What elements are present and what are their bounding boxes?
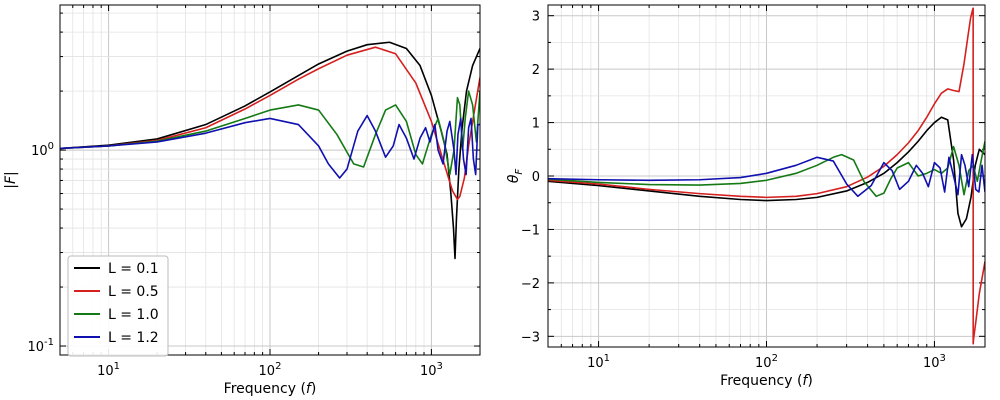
legend-entry: L = 1.2 [108, 330, 159, 346]
x-tick-label: 103 [923, 353, 946, 371]
x-tick-label: 101 [97, 361, 120, 379]
y-tick-label: 2 [532, 63, 540, 78]
y-tick-label: −2 [521, 277, 540, 292]
y-tick-label: 100 [31, 141, 54, 159]
plot-frame [59, 4, 481, 356]
x-axis-label: Frequency (f) [720, 373, 813, 389]
legend-entry: L = 0.1 [108, 261, 159, 277]
y-axis-label: |F| [3, 171, 19, 189]
x-tick-label: 101 [587, 353, 610, 371]
x-tick-label: 103 [420, 361, 443, 379]
series-line-2 [60, 46, 480, 201]
phase-plot: 101 102 103 −3 −2 −1 0 1 2 3 Frequency (f) θF [506, 4, 986, 389]
y-axis-label: θF [506, 169, 525, 184]
y-tick-label: −3 [521, 330, 540, 345]
x-tick-label: 102 [259, 361, 282, 379]
series-line-1 [548, 116, 985, 228]
x-tick-label: 102 [755, 353, 778, 371]
y-tick-label: 0 [532, 170, 540, 185]
series-group [60, 41, 480, 260]
legend: L = 0.1 L = 0.5 L = 1.0 L = 1.2 [67, 255, 169, 357]
legend-entry: L = 1.0 [108, 307, 159, 323]
legend-entry: L = 0.5 [108, 284, 159, 300]
series-line-4 [548, 153, 985, 198]
series-line-2 [548, 7, 985, 345]
legend-box [67, 255, 169, 357]
y-tick-label: 1 [532, 117, 540, 132]
y-tick-label: 10-1 [27, 337, 54, 355]
series-line-4 [60, 114, 480, 179]
series-line-1 [60, 41, 480, 260]
x-axis-label: Frequency (f) [224, 381, 317, 397]
y-tick-label: −1 [521, 223, 540, 238]
plot-frame [547, 4, 986, 348]
series-group [548, 7, 985, 345]
y-tick-label: 3 [532, 10, 540, 25]
